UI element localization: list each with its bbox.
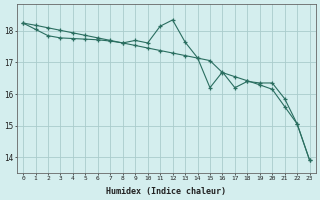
X-axis label: Humidex (Indice chaleur): Humidex (Indice chaleur) [106, 187, 226, 196]
